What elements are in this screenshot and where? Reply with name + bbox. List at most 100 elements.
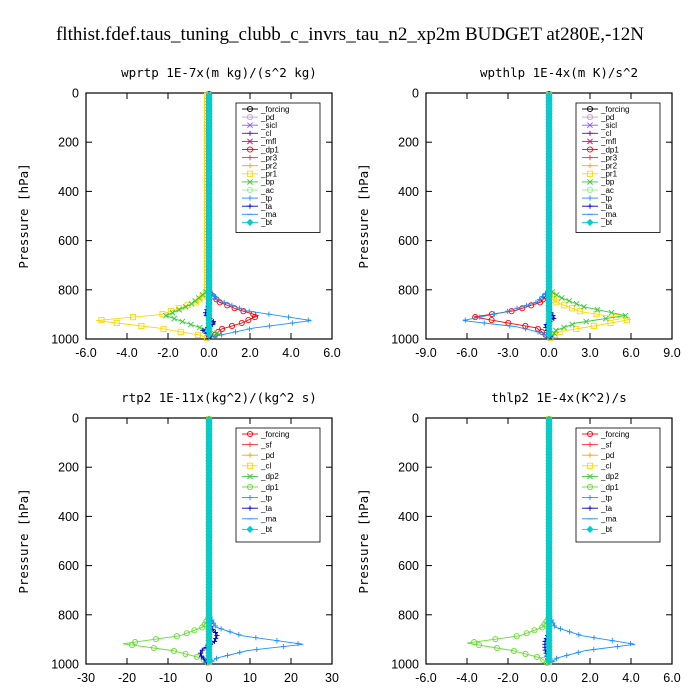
panel-title: rtp2 1E-11x(kg^2)/(kg^2 s) bbox=[121, 390, 317, 405]
legend-entry: _sicl bbox=[242, 121, 277, 130]
legend-entry: _ta bbox=[242, 202, 273, 211]
series-line bbox=[466, 418, 550, 664]
series-marker bbox=[224, 652, 231, 658]
panel-title: wprtp 1E-7x(m kg)/(s^2 kg) bbox=[121, 65, 317, 80]
series-marker bbox=[609, 638, 615, 644]
legend-swatch-marker bbox=[246, 186, 254, 194]
legend-swatch-marker bbox=[246, 146, 254, 153]
series-marker bbox=[557, 626, 564, 632]
legend-label: _forcing bbox=[260, 105, 289, 114]
y-tick-label: 800 bbox=[58, 283, 79, 297]
legend-label: _sf bbox=[260, 440, 272, 449]
x-tick-label: 2.0 bbox=[581, 671, 598, 685]
series-marker bbox=[176, 306, 182, 313]
series-marker bbox=[573, 300, 580, 307]
x-tick-label: -30 bbox=[77, 671, 95, 685]
series-marker bbox=[614, 643, 620, 650]
legend-label: _bt bbox=[260, 525, 273, 534]
series-marker bbox=[179, 318, 186, 325]
series-marker bbox=[219, 325, 226, 332]
series-marker bbox=[266, 311, 272, 317]
x-tick-label: -10 bbox=[159, 671, 177, 685]
x-tick-label: 0.0 bbox=[540, 346, 557, 360]
series-marker bbox=[266, 323, 273, 329]
legend-entry: _ac bbox=[242, 186, 274, 195]
series-marker bbox=[462, 317, 468, 323]
figure-title: flthist.fdef.taus_tuning_clubb_c_invrs_t… bbox=[56, 24, 644, 45]
y-tick-label: 400 bbox=[58, 510, 79, 524]
series-marker bbox=[228, 322, 236, 330]
legend-label: _sicl bbox=[260, 121, 277, 130]
legend-label: _forcing bbox=[260, 430, 289, 439]
series-marker bbox=[246, 326, 253, 332]
series-line bbox=[122, 418, 210, 664]
x-tick-label: 10 bbox=[243, 671, 257, 685]
series-marker bbox=[285, 314, 292, 320]
series-marker bbox=[591, 635, 597, 641]
y-tick-label: 0 bbox=[412, 87, 419, 101]
legend-entry: _pr3 bbox=[242, 153, 278, 162]
x-tick-label: 3.0 bbox=[581, 346, 598, 360]
legend-entry: _bp bbox=[242, 178, 275, 187]
y-axis-label: Pressure [hPa] bbox=[16, 163, 31, 268]
legend-label: _pd bbox=[260, 113, 274, 122]
x-tick-label: 2.0 bbox=[241, 346, 258, 360]
series-marker bbox=[305, 317, 311, 323]
series-marker bbox=[232, 329, 239, 335]
series-line bbox=[96, 93, 208, 339]
x-tick-label: 0.0 bbox=[540, 671, 557, 685]
series-marker bbox=[200, 327, 206, 333]
series-marker bbox=[558, 294, 565, 301]
series-marker bbox=[113, 319, 120, 327]
series-marker bbox=[580, 303, 587, 310]
series-marker bbox=[575, 649, 581, 656]
series-marker bbox=[211, 293, 218, 300]
y-tick-label: 200 bbox=[58, 461, 79, 475]
series-marker bbox=[251, 314, 258, 321]
legend-entry: _mfl bbox=[242, 137, 276, 146]
x-tick-label: 9.0 bbox=[663, 346, 680, 360]
x-tick-label: 6.0 bbox=[622, 346, 639, 360]
legend-entry: _ma bbox=[242, 210, 277, 219]
y-axis-label: Pressure [hPa] bbox=[356, 488, 371, 593]
legend: _forcing_sf _pd _cl_dp2 _dp1_tp _ta _ma_bt bbox=[575, 427, 661, 543]
series-marker bbox=[566, 297, 573, 304]
series-marker bbox=[182, 303, 189, 310]
x-tick-label: -6.0 bbox=[415, 671, 437, 685]
legend-label: _dp1 bbox=[260, 145, 279, 154]
legend-label: _forcing bbox=[600, 430, 629, 439]
series-marker bbox=[187, 321, 194, 328]
y-tick-label: 1000 bbox=[51, 333, 79, 347]
legend-label: _tp bbox=[600, 493, 613, 502]
series-marker bbox=[171, 315, 178, 322]
x-tick-label: 6.0 bbox=[323, 346, 340, 360]
legend-swatch-marker bbox=[247, 163, 253, 169]
series-marker bbox=[491, 311, 497, 317]
chart-panel-4: thlp2 1E-4x(K^2)/s Pressure [hPa] -6.0 -4.0… bbox=[356, 390, 681, 685]
series-marker bbox=[218, 332, 225, 338]
x-tick-label: -4.0 bbox=[116, 346, 138, 360]
legend: _forcing_pd_sicl_cl_mfl_dp1_pr3_pr2_pr1_… bbox=[235, 102, 321, 233]
series-marker bbox=[221, 299, 227, 305]
legend-entry: _tp bbox=[242, 194, 273, 203]
series-marker bbox=[188, 300, 195, 307]
series-marker bbox=[214, 632, 220, 639]
chart-panel-1: wprtp 1E-7x(m kg)/(s^2 kg) Pressure [hPa]… bbox=[16, 65, 341, 360]
legend: _forcing_pd_sicl_cl_mfl_dp1_pr3_pr2_pr1_… bbox=[575, 102, 661, 233]
series-bt bbox=[205, 415, 213, 665]
legend-swatch-marker bbox=[247, 203, 253, 209]
series-marker bbox=[253, 635, 259, 641]
x-tick-label: 4.0 bbox=[282, 346, 299, 360]
series-marker bbox=[163, 312, 169, 319]
legend-entry: _forcing bbox=[242, 105, 289, 114]
y-tick-label: 400 bbox=[398, 510, 419, 524]
panel-title: wpthlp 1E-4x(m K)/s^2 bbox=[480, 65, 638, 80]
series-marker bbox=[246, 308, 252, 314]
legend-label: _cl bbox=[600, 462, 611, 471]
series-marker bbox=[194, 331, 201, 338]
series-marker bbox=[129, 314, 137, 321]
legend-label: _ma bbox=[600, 515, 617, 524]
legend-swatch-marker bbox=[246, 105, 254, 113]
series-marker bbox=[254, 646, 260, 653]
